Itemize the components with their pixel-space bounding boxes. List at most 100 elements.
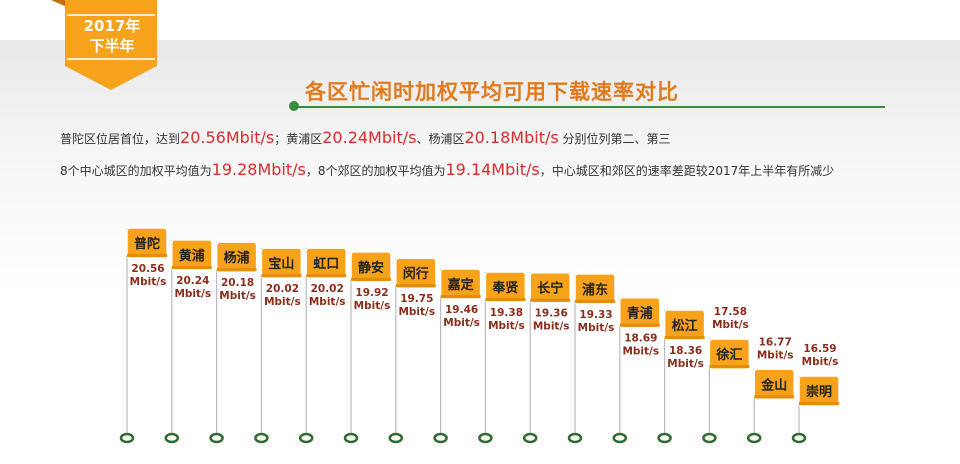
value-unit-label: Mbit/s [174,288,211,300]
badge-year: 2017年 [83,17,141,35]
category-label: 金山 [760,377,787,393]
flag-base-ring [791,432,807,444]
title-dot [289,101,299,111]
bar-flag-shadow [619,323,660,327]
value-unit-label: Mbit/s [354,300,391,312]
period-badge: 2017年 下半年 [45,0,165,92]
value-unit-label: Mbit/s [264,296,301,308]
bar-flag-shadow [799,402,839,405]
category-label: 静安 [358,260,384,276]
value-unit-label: Mbit/s [578,322,615,334]
category-label: 杨浦 [224,250,250,266]
bar-flag [574,273,616,305]
bar-flag [798,375,840,407]
category-label: 嘉定 [447,277,474,293]
summary-line-1: 普陀区位居首位，达到20.56Mbit/s；黄浦区20.24Mbit/s、杨浦区… [60,128,671,147]
bar-flag [395,257,437,289]
value-unit-label: Mbit/s [309,296,346,308]
summary-1-text-2: ；黄浦区 [274,132,323,146]
bar-flag [439,268,482,300]
bar-flag [619,296,661,329]
summary-2-text-1: 8个中心城区的加权平均值为 [60,164,212,178]
bar-flag-shadow [530,298,571,302]
flag-base-ring [254,432,269,444]
bar-flag [663,309,706,341]
summary-1-value-2: 20.24Mbit/s [322,128,417,147]
category-label: 青浦 [627,306,653,322]
summary-2-text-2: ，8个郊区的加权平均值为 [305,164,446,178]
category-label: 闵行 [403,266,429,282]
flag-base-ring [433,432,448,444]
category-label: 普陀 [134,236,160,252]
bar-flag-shadow [664,336,705,340]
bar-flag-shadow [575,299,615,303]
flag-base-ring [567,432,583,444]
summary-line-2: 8个中心城区的加权平均值为19.28Mbit/s，8个郊区的加权平均值为19.1… [60,160,834,179]
bar-flag [708,338,751,370]
value-unit-label: Mbit/s [219,290,256,302]
summary-1-text-1: 普陀区位居首位，达到 [60,132,181,146]
value-label: 20.02 [266,283,299,295]
bar-flag [305,247,347,279]
category-label: 崇明 [806,384,832,400]
value-unit-label: Mbit/s [667,358,704,370]
category-label: 长宁 [537,281,563,297]
value-label: 17.58 [714,306,747,318]
value-label: 19.38 [490,307,523,319]
flag-base-ring [119,432,135,444]
summary-2-value-2: 19.14Mbit/s [445,160,540,179]
summary-2-value-1: 19.28Mbit/s [211,160,306,179]
flag-base-ring [298,432,314,444]
bar-flag [215,241,258,273]
bar-flag-shadow [216,268,257,272]
flag-base-ring [612,432,628,444]
category-label: 浦东 [582,282,608,298]
bar-flag-shadow [306,274,347,278]
summary-1-text-4: 分别位列第二、第三 [562,132,671,146]
chart-title: 各区忙闲时加权平均可用下载速率对比 [305,80,679,104]
value-unit-label: Mbit/s [398,306,435,318]
flag-base-ring [657,432,672,444]
summary-1-value-3: 20.18Mbit/s [464,128,559,147]
flag-base-ring [478,432,493,444]
value-label: 18.69 [624,333,657,345]
bar-flag [126,227,168,259]
value-unit-label: Mbit/s [488,320,525,332]
value-label: 20.24 [176,275,209,287]
value-unit-label: Mbit/s [712,319,749,331]
summary-1-text-3: 、杨浦区 [416,132,465,146]
bar-flag [484,271,527,303]
bar-flag [529,271,571,304]
category-label: 松江 [672,318,698,334]
flag-base-ring [209,432,224,444]
value-label: 19.46 [445,304,478,316]
value-label: 18.36 [669,345,702,357]
bar-flag [171,239,213,271]
value-unit-label: Mbit/s [533,321,570,333]
value-unit-label: Mbit/s [622,346,659,358]
bar-flag-shadow [754,395,795,399]
value-unit-label: Mbit/s [802,356,839,368]
value-label: 19.75 [400,293,433,305]
value-label: 20.02 [311,283,344,295]
bar-flag [350,251,392,283]
value-label: 20.18 [221,277,254,289]
bar-flag-shadow [395,284,436,288]
bar-flag-shadow [709,365,750,369]
bar-flag [753,368,795,401]
value-label: 19.92 [355,287,388,299]
bar-flag-shadow [171,265,212,269]
badge-shape [51,0,157,90]
flag-base-ring [388,432,404,444]
bar-flag-shadow [127,254,167,257]
value-unit-label: Mbit/s [757,349,794,361]
summary-1-value-1: 20.56Mbit/s [180,128,275,147]
flag-base-ring [343,432,359,444]
flag-base-ring [702,432,717,444]
category-label: 奉贤 [491,280,518,296]
value-label: 16.77 [759,336,792,348]
flag-base-ring [522,432,538,444]
bar-flag-shadow [485,297,526,301]
flag-base-ring [164,432,180,444]
flag-base-ring [746,432,762,444]
